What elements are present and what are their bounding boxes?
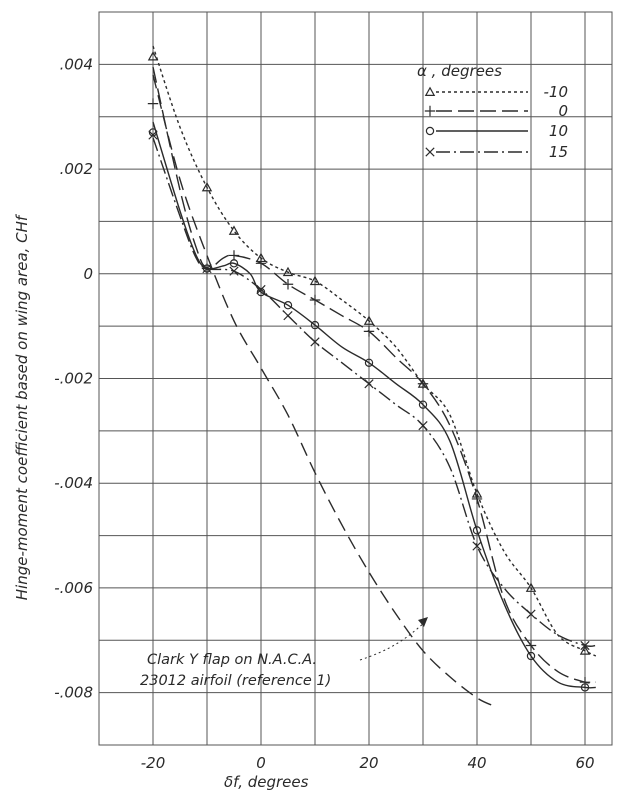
tick-labels: -20 0 20 40 60 .004 .002 0 -.002 -.004 -.006 -.008 [54, 55, 594, 772]
legend-entry: 0 [424, 102, 568, 120]
x-tick-label: 20 [359, 754, 378, 772]
data-point [471, 493, 483, 505]
data-point [282, 279, 294, 290]
y-tick-label: -.008 [54, 684, 93, 702]
data-point [526, 651, 536, 661]
x-tick-label: 0 [256, 754, 266, 772]
reference-leader-arrowhead [418, 617, 428, 627]
legend: α , degrees -100 10 15 [417, 62, 568, 161]
legend-label: 0 [558, 102, 568, 120]
data-point [525, 640, 537, 651]
legend-entry: 15 [425, 143, 568, 161]
chart-grid [98, 11, 613, 746]
legend-label: 10 [549, 122, 568, 140]
data-point [309, 294, 321, 306]
reference-annotation: Clark Y flap on N.A.C.A. 23012 airfoil (… [140, 617, 428, 689]
y-tick-label: .002 [60, 160, 93, 178]
series-group [147, 45, 597, 692]
data-point [309, 275, 321, 286]
legend-label: -10 [544, 83, 569, 101]
data-point [579, 676, 591, 688]
y-tick-label: 0 [83, 265, 93, 283]
series-0 [147, 66, 596, 688]
data-point [472, 541, 482, 551]
data-point [364, 358, 374, 367]
x-tick-label: 40 [467, 754, 486, 772]
series-10 [148, 121, 596, 692]
legend-marker [424, 86, 436, 96]
data-point [472, 526, 482, 535]
data-point [364, 379, 374, 389]
data-point [418, 400, 428, 409]
x-tick-label: -20 [141, 754, 166, 772]
data-point [147, 98, 159, 109]
reference-curve-group [152, 74, 494, 707]
data-point [148, 130, 158, 140]
data-point [255, 258, 267, 269]
series-line [152, 121, 596, 689]
reference-curve [152, 74, 494, 707]
data-point [283, 301, 293, 310]
data-point [256, 284, 266, 295]
series-15 [148, 130, 596, 651]
series-line [152, 45, 597, 657]
legend-marker [424, 105, 436, 117]
legend-entry: -10 [424, 83, 569, 101]
x-tick-label: 60 [575, 754, 594, 772]
data-point [363, 315, 375, 325]
data-point [147, 51, 159, 61]
data-point [579, 645, 591, 655]
reference-label-line-1: Clark Y flap on N.A.C.A. [147, 652, 317, 668]
data-point [201, 181, 213, 192]
legend-title: α , degrees [417, 62, 502, 80]
data-point [202, 263, 212, 274]
series-line [152, 137, 596, 647]
legend-marker [425, 126, 435, 136]
data-point [256, 287, 266, 297]
data-point [417, 378, 429, 389]
legend-entry: 10 [425, 122, 568, 140]
x-axis-label: δf, degrees [224, 773, 309, 791]
y-tick-label: -.004 [54, 474, 93, 492]
data-point [363, 326, 375, 337]
data-point [580, 683, 590, 692]
data-point [229, 266, 239, 276]
data-point [229, 259, 239, 268]
data-point [282, 266, 294, 277]
series-line [152, 66, 596, 684]
data-point [310, 337, 320, 347]
series--10 [147, 45, 597, 657]
y-tick-label: -.002 [54, 370, 93, 388]
data-point [228, 250, 240, 261]
data-point [310, 320, 320, 330]
y-tick-label: -.006 [54, 579, 93, 597]
data-point [526, 609, 536, 619]
data-point [148, 128, 158, 137]
legend-marker [425, 147, 435, 157]
reference-leader-line [359, 621, 426, 661]
legend-label: 15 [549, 143, 568, 161]
y-tick-label: .004 [60, 55, 93, 73]
data-point [525, 582, 537, 592]
data-point [580, 640, 590, 651]
reference-label-line-2: 23012 airfoil (reference 1) [140, 673, 331, 689]
y-axis-label: Hinge-moment coefficient based on wing a… [13, 213, 31, 600]
data-point [228, 225, 240, 235]
data-point [283, 311, 293, 321]
data-point [418, 420, 428, 431]
